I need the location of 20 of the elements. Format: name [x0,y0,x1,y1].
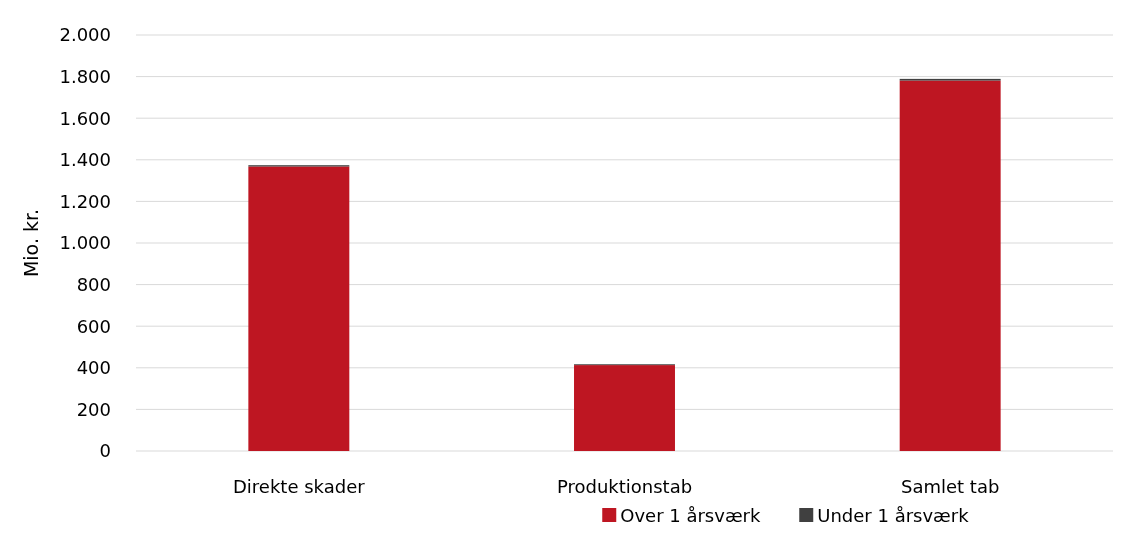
y-tick-label: 400 [76,357,111,379]
y-tick-label: 2.000 [59,24,111,46]
legend-label: Under 1 årsværk [817,505,970,526]
y-tick-label: 1.000 [59,232,111,254]
y-tick-label: 1.200 [59,190,111,212]
bar [899,80,1001,451]
legend-label: Over 1 årsværk [620,505,761,526]
y-tick-label: 1.600 [59,107,111,129]
x-tick-label: Direkte skader [233,476,366,497]
y-tick-label: 200 [76,398,111,420]
x-tick-label: Produktionstab [556,476,693,497]
y-tick-label: 0 [99,440,111,462]
y-tick-label: 1.400 [59,149,111,171]
y-tick-label: 600 [76,315,111,337]
bar [248,166,350,451]
y-axis-title: Mio. kr. [20,208,42,278]
y-tick-label: 1.800 [59,65,111,87]
bar [574,365,675,451]
y-tick-label: 800 [76,273,111,295]
x-tick-label: Samlet tab [900,476,1000,497]
